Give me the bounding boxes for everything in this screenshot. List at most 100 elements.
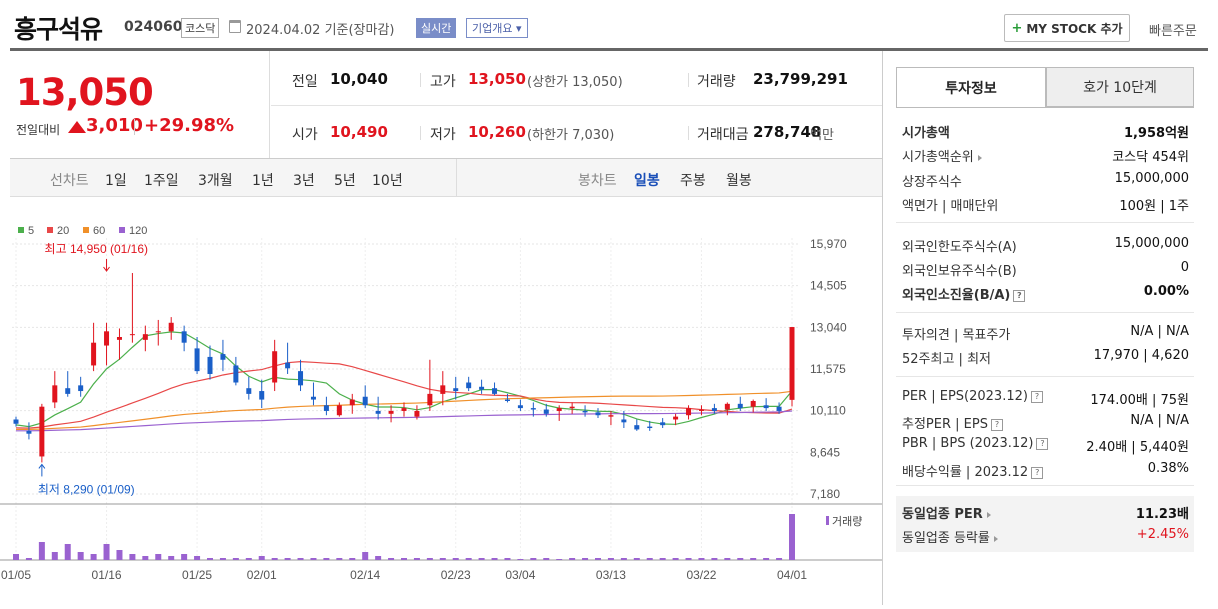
candle-1[interactable]: 주봉: [680, 173, 706, 189]
stat-sub: (하한가 7,030): [527, 128, 615, 143]
candle-body: [259, 391, 265, 400]
divider: [688, 73, 689, 87]
volume-bar: [504, 558, 511, 560]
period-5[interactable]: 5년: [334, 173, 356, 189]
stat-value: 10,040: [330, 70, 388, 88]
info-label-text: PER | EPS(2023.12): [902, 389, 1028, 404]
info-value: 0.38%: [1147, 461, 1189, 476]
volume-bar: [38, 542, 45, 560]
period-0[interactable]: 1일: [105, 173, 127, 189]
divider: [896, 107, 1194, 108]
candle-body: [582, 410, 588, 413]
candle-body: [543, 409, 549, 414]
divider: [896, 222, 1194, 223]
legend-label: 20: [57, 225, 69, 237]
period-6[interactable]: 10년: [372, 173, 403, 189]
volume-bar: [582, 558, 589, 560]
legend-swatch: [47, 227, 53, 233]
candle-body: [569, 406, 575, 409]
divider: [420, 126, 421, 140]
period-2[interactable]: 3개월: [198, 173, 233, 189]
candle-body: [660, 422, 666, 426]
volume-bar: [776, 558, 783, 560]
help-icon[interactable]: ?: [1030, 390, 1043, 403]
low-arrow-head: [38, 463, 46, 469]
company-overview-dropdown[interactable]: 기업개요 ▾: [466, 18, 528, 38]
stat-label: 저가: [430, 127, 456, 143]
candle-body: [750, 400, 756, 407]
candle-body: [155, 331, 161, 333]
ma-line-20: [15, 361, 793, 429]
help-icon[interactable]: ?: [990, 418, 1003, 431]
volume-bar: [25, 558, 32, 560]
tab-hoga-10[interactable]: 호가 10단계: [1046, 67, 1194, 107]
volume-bar: [595, 558, 601, 560]
volume-bar: [737, 558, 744, 560]
quick-order-link[interactable]: 빠른주문: [1149, 24, 1197, 39]
volume-bar: [77, 552, 84, 560]
candle-body: [466, 382, 472, 389]
volume-bar: [517, 559, 524, 560]
candle-body: [401, 408, 407, 411]
info-label: 시가총액순위: [902, 146, 982, 165]
peer-label: 동일업종 등락률: [902, 527, 998, 546]
volume-bar: [336, 558, 343, 560]
candlestick-chart[interactable]: 5 20 60 120 15,970 14,505 13,040 11,575 10,110 8,…: [0, 198, 882, 605]
candle-body: [724, 403, 730, 410]
info-label: 투자의견 | 목표주가: [902, 324, 1010, 343]
y-tick-label: 7,180: [810, 487, 840, 501]
caret-right-icon[interactable]: [993, 535, 998, 542]
info-label: 외국인한도주식수(A): [902, 236, 1017, 255]
my-stock-add-button[interactable]: + MY STOCK 추가: [1004, 14, 1130, 42]
info-label: 액면가 | 매매단위: [902, 195, 998, 214]
volume-bar: [181, 554, 188, 560]
candle-body: [427, 393, 433, 406]
volume-bar: [90, 554, 97, 560]
info-value: N/A | N/A: [1130, 413, 1189, 428]
header-divider: [10, 48, 1208, 51]
info-label: 배당수익률 | 2023.12?: [902, 461, 1044, 480]
volume-bar: [168, 556, 175, 560]
volume-bar: [219, 558, 226, 560]
info-label: 추정PER | EPS?: [902, 413, 1003, 432]
chevron-down-icon: ▾: [515, 22, 522, 35]
candle-body: [492, 388, 498, 394]
caret-right-icon[interactable]: [977, 154, 982, 161]
my-stock-label: MY STOCK 추가: [1026, 21, 1123, 36]
volume-bar: [672, 558, 679, 560]
realtime-button[interactable]: 실시간: [416, 18, 457, 38]
volume-bar: [607, 558, 614, 560]
help-icon[interactable]: ?: [1013, 289, 1026, 302]
legend-label: 120: [129, 225, 147, 237]
info-label-text: 시가총액: [902, 126, 950, 141]
volume-legend-swatch: [826, 516, 829, 525]
peer-label-text: 동일업종 PER: [902, 507, 983, 522]
high-arrow-head: [103, 266, 110, 272]
period-3[interactable]: 1년: [252, 173, 274, 189]
peer-value: +2.45%: [1136, 527, 1189, 542]
help-icon[interactable]: ?: [1031, 466, 1044, 479]
candle-body: [776, 406, 782, 411]
volume-bar: [349, 558, 356, 560]
divider: [896, 485, 1194, 486]
caret-right-icon[interactable]: [986, 511, 991, 518]
volume-bar: [439, 558, 446, 560]
candle-body: [194, 348, 200, 372]
info-value: 2.40배 | 5,440원: [1086, 440, 1189, 455]
period-4[interactable]: 3년: [293, 173, 315, 189]
info-value: 0: [1180, 260, 1189, 275]
help-icon[interactable]: ?: [1036, 437, 1049, 450]
candle-body: [13, 419, 19, 424]
info-label-text: 배당수익률 | 2023.12: [902, 465, 1029, 480]
volume-bar: [465, 558, 472, 560]
candle-0[interactable]: 일봉: [634, 173, 660, 189]
period-1[interactable]: 1주일: [144, 173, 179, 189]
info-label: PER | EPS(2023.12)?: [902, 389, 1043, 404]
candle-body: [207, 356, 213, 374]
stock-chart[interactable]: 5 20 60 120 15,970 14,505 13,040 11,575 10,110 8,…: [0, 198, 882, 605]
tab-investment-info[interactable]: 투자정보: [896, 67, 1046, 107]
volume-bar: [116, 550, 123, 560]
candle-2[interactable]: 월봉: [726, 173, 752, 189]
x-tick-label: 02/01: [247, 568, 277, 582]
info-label-text: 추정PER | EPS: [902, 417, 988, 432]
